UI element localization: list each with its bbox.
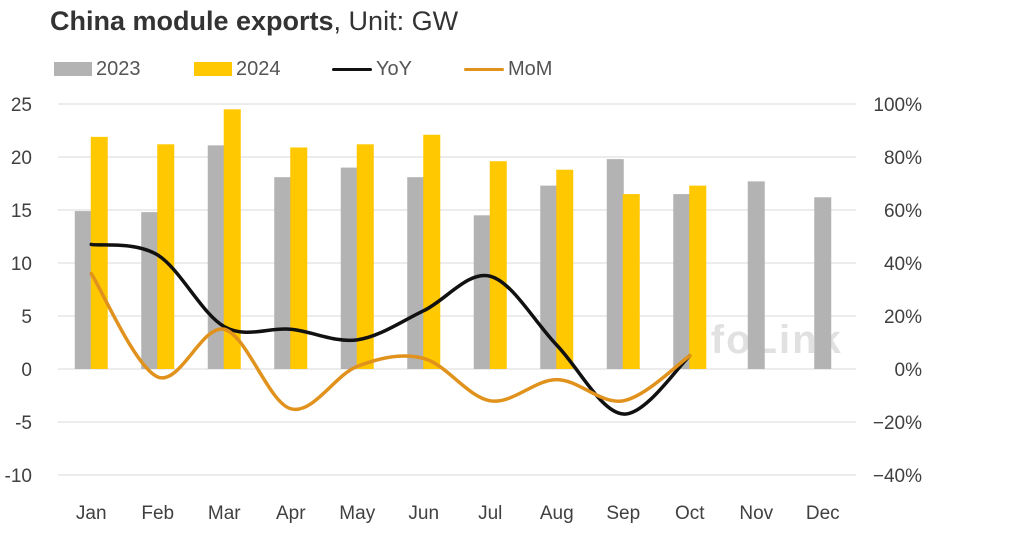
y-right-tick-label: 0% [895, 360, 923, 381]
y-left-tick-label: 15 [11, 201, 32, 222]
y-left-tick-label: 20 [11, 148, 32, 169]
legend-item-2024: 2024 [194, 56, 281, 82]
chart-title: China module exports, Unit: GW [50, 6, 458, 37]
legend-swatch-2023 [54, 62, 92, 76]
bar-2023 [540, 185, 558, 369]
legend-item-mom: MoM [464, 56, 552, 82]
y-left-tick-label: 10 [11, 254, 32, 275]
x-tick-label: Dec [806, 503, 840, 524]
bar-2024 [423, 134, 441, 369]
y-right-tick-label: 80% [884, 148, 922, 169]
bar-2024 [689, 185, 707, 369]
bar-2023 [814, 197, 832, 369]
chart-title-unit: , Unit: GW [333, 6, 459, 36]
y-right-tick-label: 100% [873, 95, 922, 116]
y-right-tick-label: −40% [873, 466, 922, 487]
x-tick-label: May [339, 503, 375, 524]
x-tick-label: Nov [739, 503, 773, 524]
x-tick-label: Jan [76, 503, 107, 524]
x-tick-label: Aug [540, 503, 574, 524]
x-tick-label: Jun [408, 503, 439, 524]
bar-2023 [407, 177, 425, 369]
chart-title-main: China module exports [50, 6, 334, 36]
bar-2024 [157, 144, 175, 369]
legend-swatch-2024 [194, 62, 232, 76]
line-yoy [89, 242, 692, 416]
legend-item-2023: 2023 [54, 56, 141, 82]
y-right-tick-label: 20% [884, 307, 922, 328]
bar-2023 [673, 194, 691, 369]
y-left-tick-label: 0 [21, 360, 32, 381]
x-tick-label: Feb [141, 503, 174, 524]
y-left-tick-label: 5 [21, 307, 32, 328]
bar-2024 [223, 109, 241, 370]
bar-2023 [473, 215, 491, 369]
bar-2024 [556, 169, 574, 369]
bar-2023 [606, 159, 624, 369]
legend-item-yoy: YoY [332, 56, 412, 82]
x-tick-label: Sep [606, 503, 640, 524]
legend-label-2023: 2023 [96, 57, 141, 80]
y-left-tick-label: -5 [15, 413, 32, 434]
legend-swatch-yoy [332, 67, 372, 71]
bar-2023 [747, 181, 765, 369]
bar-2024 [489, 161, 507, 369]
bar-2023 [207, 145, 225, 369]
y-left-tick-label: -10 [5, 466, 32, 487]
x-tick-label: Oct [675, 503, 705, 524]
y-right-tick-label: 40% [884, 254, 922, 275]
line-mom [89, 271, 692, 412]
legend-label-yoy: YoY [376, 57, 412, 80]
x-tick-label: Jul [478, 503, 502, 524]
bar-2024 [290, 147, 308, 369]
bar-2023 [74, 211, 92, 369]
bar-2024 [622, 194, 640, 369]
x-tick-label: Apr [276, 503, 306, 524]
y-right-tick-label: −20% [873, 413, 922, 434]
bar-2023 [274, 177, 292, 369]
bar-2023 [141, 212, 159, 369]
y-left-tick-label: 25 [11, 95, 32, 116]
legend-label-mom: MoM [508, 57, 553, 80]
y-right-tick-label: 60% [884, 201, 922, 222]
bar-2023 [340, 167, 358, 369]
bar-2024 [356, 144, 374, 369]
bar-2024 [90, 136, 108, 369]
legend-label-2024: 2024 [236, 57, 281, 80]
x-tick-label: Mar [208, 503, 241, 524]
legend-swatch-mom [464, 67, 504, 71]
